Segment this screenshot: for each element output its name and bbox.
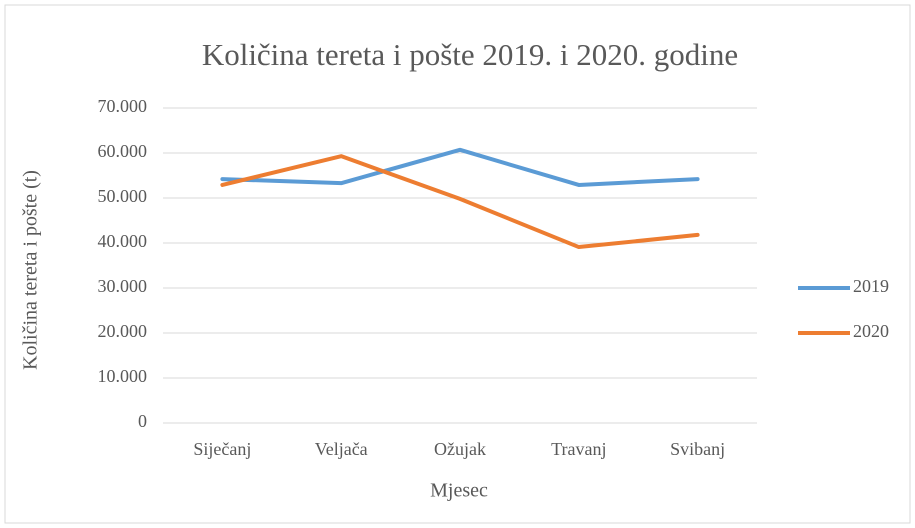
chart-border [4, 4, 911, 524]
y-tick-label: 10.000 [98, 366, 148, 386]
legend-label: 2020 [853, 321, 889, 341]
x-tick-label: Veljača [315, 439, 368, 459]
x-tick-label: Svibanj [670, 439, 725, 459]
x-axis-label: Mjesec [430, 480, 488, 502]
y-axis-label: Količina tereta i pošte (t) [20, 170, 42, 370]
y-tick-label: 70.000 [98, 96, 148, 116]
x-tick-label: Travanj [551, 439, 606, 459]
y-tick-label: 40.000 [98, 231, 148, 251]
y-tick-label: 30.000 [98, 276, 148, 296]
chart-title: Količina tereta i pošte 2019. i 2020. go… [202, 37, 738, 72]
y-tick-label: 60.000 [98, 141, 148, 161]
x-tick-label: Ožujak [434, 439, 486, 459]
legend-label: 2019 [853, 276, 889, 296]
y-tick-label: 0 [138, 411, 147, 431]
line-series [220, 147, 700, 187]
x-tick-label: Siječanj [193, 439, 251, 459]
line-series [220, 154, 700, 250]
y-tick-label: 50.000 [98, 186, 148, 206]
y-tick-label: 20.000 [98, 321, 148, 341]
